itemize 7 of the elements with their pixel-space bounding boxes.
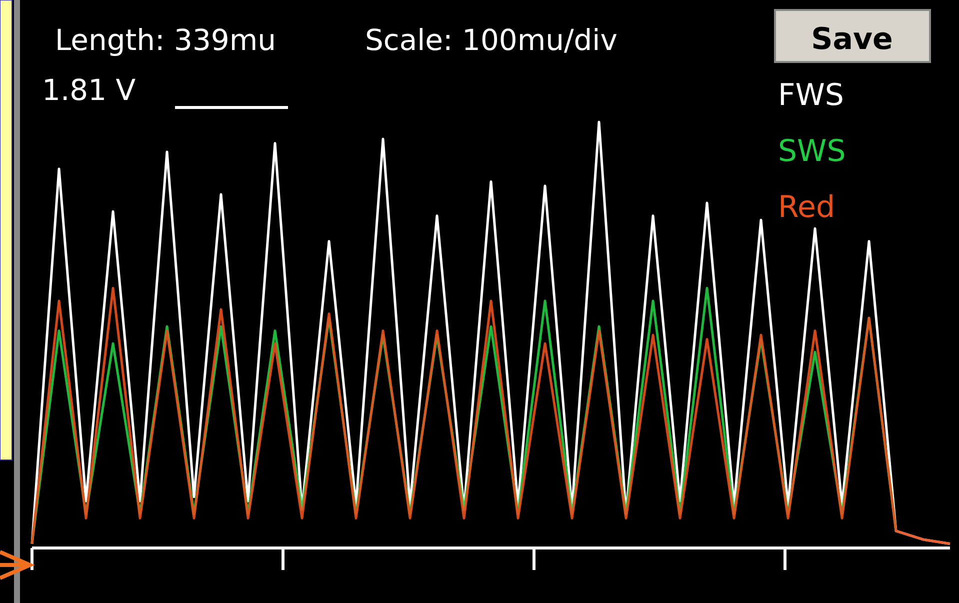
text: FWS (778, 78, 844, 113)
text: SWS (778, 134, 846, 169)
save-button: Save (774, 9, 931, 63)
text: Scale: 100mu/div (365, 23, 618, 57)
text: Red (778, 190, 835, 225)
text: 1.81 V (42, 73, 136, 107)
text: Length: 339mu (55, 23, 276, 57)
